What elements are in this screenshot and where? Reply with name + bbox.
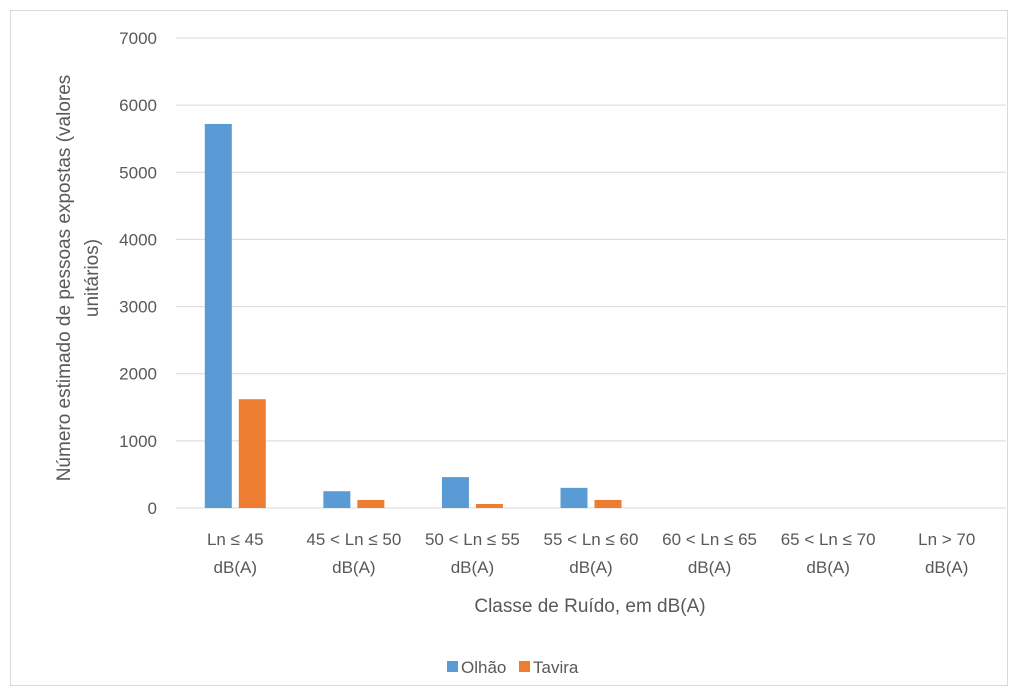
y-tick-label: 3000 (119, 298, 157, 317)
y-tick-label: 2000 (119, 365, 157, 384)
x-tick-label: Ln > 70 (918, 530, 975, 549)
chart-frame (10, 10, 1008, 686)
x-axis-ticks: Ln ≤ 45 dB(A) 45 < Ln ≤ 50 dB(A) 50 < Ln ≤ 5… (207, 530, 975, 577)
bars (204, 123, 622, 508)
legend-swatch-1 (519, 661, 530, 672)
bar-0-0 (204, 123, 232, 508)
legend-label-1: Tavira (533, 658, 579, 677)
y-tick-label: 6000 (119, 96, 157, 115)
x-tick-label: Ln ≤ 45 (207, 530, 264, 549)
y-tick-label: 4000 (119, 230, 157, 249)
legend: Olhão Tavira (447, 658, 579, 677)
bar-1-3 (594, 499, 622, 508)
x-tick-label: 65 < Ln ≤ 70 (781, 530, 876, 549)
x-tick-label: 45 < Ln ≤ 50 (306, 530, 401, 549)
bar-1-2 (475, 503, 503, 508)
x-tick-label: dB(A) (214, 558, 257, 577)
y-axis-title-line: unitários) (82, 239, 103, 317)
bar-0-2 (441, 477, 469, 508)
y-axis-title: Número estimado de pessoas expostas (val… (54, 75, 103, 482)
x-tick-label: 50 < Ln ≤ 55 (425, 530, 520, 549)
y-axis-ticks: 0 1000 2000 3000 4000 5000 6000 7000 (119, 29, 157, 518)
legend-label-0: Olhão (461, 658, 506, 677)
x-tick-label: dB(A) (569, 558, 612, 577)
legend-swatch-0 (447, 661, 458, 672)
gridlines (176, 37, 1006, 509)
x-tick-label: dB(A) (806, 558, 849, 577)
y-tick-label: 5000 (119, 163, 157, 182)
y-tick-label: 1000 (119, 432, 157, 451)
bar-1-0 (238, 399, 266, 508)
x-tick-label: 60 < Ln ≤ 65 (662, 530, 757, 549)
x-tick-label: dB(A) (332, 558, 375, 577)
x-tick-label: 55 < Ln ≤ 60 (544, 530, 639, 549)
y-axis-title-line: Número estimado de pessoas expostas (val… (54, 75, 75, 482)
bar-0-3 (560, 487, 588, 508)
x-tick-label: dB(A) (451, 558, 494, 577)
x-tick-label: dB(A) (925, 558, 968, 577)
y-tick-label: 7000 (119, 29, 157, 48)
y-tick-label: 0 (148, 499, 157, 518)
bar-1-1 (357, 499, 385, 508)
bar-0-1 (323, 491, 351, 508)
x-tick-label: dB(A) (688, 558, 731, 577)
x-axis-title: Classe de Ruído, em dB(A) (474, 596, 705, 617)
